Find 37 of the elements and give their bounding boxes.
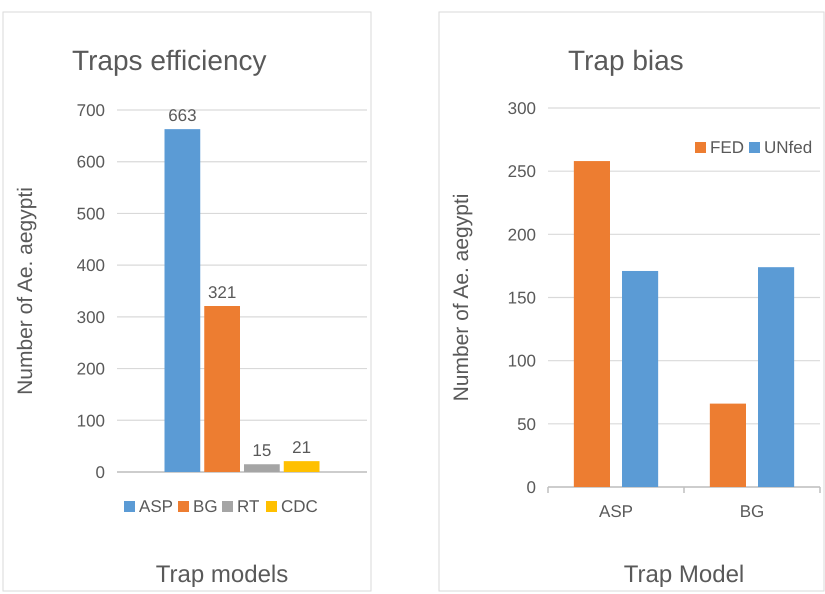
data-label: 663 <box>168 106 197 126</box>
chart-title: Trap bias <box>568 45 684 76</box>
y-tick-label: 200 <box>508 225 536 244</box>
y-tick-label: 100 <box>508 352 536 371</box>
bar <box>204 306 240 472</box>
legend-label: FED <box>710 138 744 157</box>
y-tick-label: 250 <box>508 162 536 182</box>
y-tick-label: 500 <box>76 204 105 224</box>
legend-label: CDC <box>281 497 318 516</box>
data-label: 21 <box>292 438 312 458</box>
y-axis-title: Number of Ae. aegypti <box>450 194 473 402</box>
x-axis-title: Trap models <box>156 561 288 588</box>
legend-label: UNfed <box>764 138 812 157</box>
legend-label: RT <box>237 497 260 516</box>
data-label: 15 <box>252 441 272 460</box>
bar <box>284 461 320 472</box>
y-tick-label: 600 <box>76 152 105 172</box>
y-tick-label: 400 <box>76 256 105 276</box>
y-tick-label: 0 <box>526 478 536 497</box>
y-tick-label: 700 <box>76 101 105 120</box>
y-tick-label: 300 <box>508 99 536 118</box>
y-tick-label: 200 <box>76 360 105 379</box>
chart-title: Traps efficiency <box>72 45 267 76</box>
y-axis-title: Number of Ae. aegypti <box>14 187 37 395</box>
bar <box>244 464 280 472</box>
bar <box>710 404 746 487</box>
bar <box>758 267 794 487</box>
bar <box>622 270 658 487</box>
y-tick-label: 300 <box>76 308 105 327</box>
y-tick-label: 0 <box>96 463 105 482</box>
bar <box>164 129 200 472</box>
y-tick-label: 150 <box>508 288 536 308</box>
bar <box>574 161 610 487</box>
y-tick-label: 100 <box>76 411 105 430</box>
x-axis-title: Trap Model <box>624 561 744 588</box>
data-label: 321 <box>208 282 236 302</box>
y-tick-label: 50 <box>517 414 536 434</box>
